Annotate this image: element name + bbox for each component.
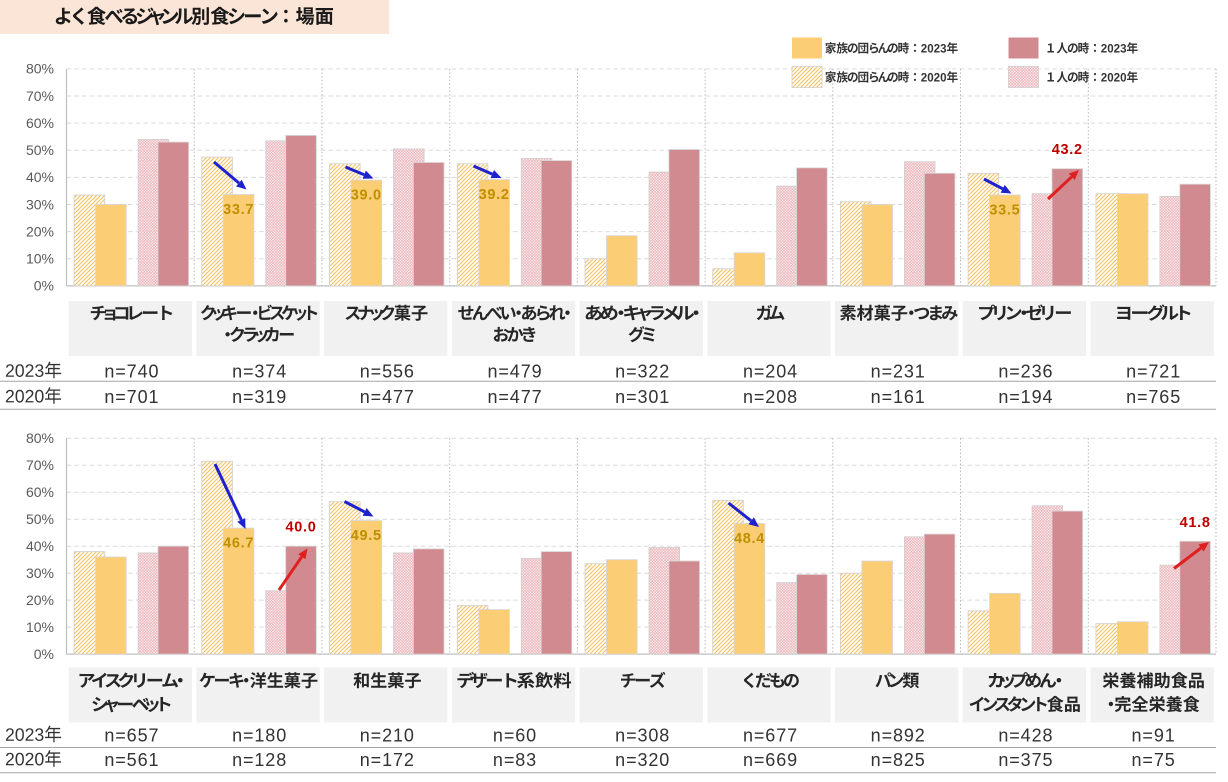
svg-text:40%: 40% [26, 538, 54, 554]
svg-text:60%: 60% [26, 115, 54, 131]
svg-text:n=91: n=91 [1132, 725, 1176, 745]
svg-text:46.7: 46.7 [223, 536, 254, 552]
svg-text:33.5: 33.5 [989, 203, 1020, 219]
svg-text:n=83: n=83 [493, 750, 537, 770]
svg-text:48.4: 48.4 [734, 531, 765, 547]
svg-text:n=161: n=161 [871, 387, 926, 407]
svg-text:n=657: n=657 [104, 725, 159, 745]
svg-text:39.0: 39.0 [351, 188, 382, 204]
svg-text:n=477: n=477 [487, 387, 542, 407]
svg-text:30%: 30% [26, 565, 54, 581]
svg-text:10%: 10% [26, 251, 54, 267]
svg-text:70%: 70% [26, 457, 54, 473]
svg-text:n=765: n=765 [1126, 387, 1181, 407]
svg-text:0%: 0% [34, 646, 54, 662]
svg-text:80%: 80% [26, 430, 54, 446]
svg-text:n=210: n=210 [360, 725, 415, 745]
svg-text:n=721: n=721 [1126, 361, 1181, 381]
svg-text:n=561: n=561 [104, 750, 159, 770]
svg-text:n=128: n=128 [232, 750, 287, 770]
svg-text:50%: 50% [26, 511, 54, 527]
svg-text:n=669: n=669 [743, 750, 798, 770]
svg-text:n=236: n=236 [998, 361, 1053, 381]
svg-text:n=477: n=477 [360, 387, 415, 407]
svg-text:n=75: n=75 [1132, 750, 1176, 770]
svg-text:n=308: n=308 [615, 725, 670, 745]
svg-text:33.7: 33.7 [223, 202, 254, 218]
svg-text:70%: 70% [26, 88, 54, 104]
svg-text:n=204: n=204 [743, 361, 798, 381]
svg-text:49.5: 49.5 [351, 528, 382, 544]
svg-text:80%: 80% [26, 61, 54, 77]
svg-text:n=701: n=701 [104, 387, 159, 407]
svg-text:n=301: n=301 [615, 387, 670, 407]
svg-text:n=194: n=194 [998, 387, 1053, 407]
svg-text:n=428: n=428 [998, 725, 1053, 745]
svg-text:40%: 40% [26, 169, 54, 185]
svg-text:60%: 60% [26, 484, 54, 500]
svg-text:n=231: n=231 [871, 361, 926, 381]
svg-text:n=892: n=892 [871, 725, 926, 745]
svg-text:20%: 20% [26, 223, 54, 239]
svg-text:n=320: n=320 [615, 750, 670, 770]
svg-text:40.0: 40.0 [285, 520, 316, 536]
svg-text:n=375: n=375 [998, 750, 1053, 770]
svg-text:n=556: n=556 [360, 361, 415, 381]
svg-text:n=60: n=60 [493, 725, 537, 745]
svg-text:0%: 0% [34, 278, 54, 294]
svg-text:43.2: 43.2 [1052, 142, 1083, 158]
svg-text:n=322: n=322 [615, 361, 670, 381]
svg-text:n=374: n=374 [232, 361, 287, 381]
svg-text:20%: 20% [26, 592, 54, 608]
svg-text:n=677: n=677 [743, 725, 798, 745]
svg-text:n=740: n=740 [104, 361, 159, 381]
svg-text:n=180: n=180 [232, 725, 287, 745]
svg-text:n=479: n=479 [487, 361, 542, 381]
svg-text:n=172: n=172 [360, 750, 415, 770]
svg-text:n=319: n=319 [232, 387, 287, 407]
svg-text:n=825: n=825 [871, 750, 926, 770]
svg-text:30%: 30% [26, 196, 54, 212]
svg-text:10%: 10% [26, 619, 54, 635]
svg-text:n=208: n=208 [743, 387, 798, 407]
svg-text:41.8: 41.8 [1180, 515, 1211, 531]
svg-text:39.2: 39.2 [479, 187, 510, 203]
svg-text:50%: 50% [26, 142, 54, 158]
